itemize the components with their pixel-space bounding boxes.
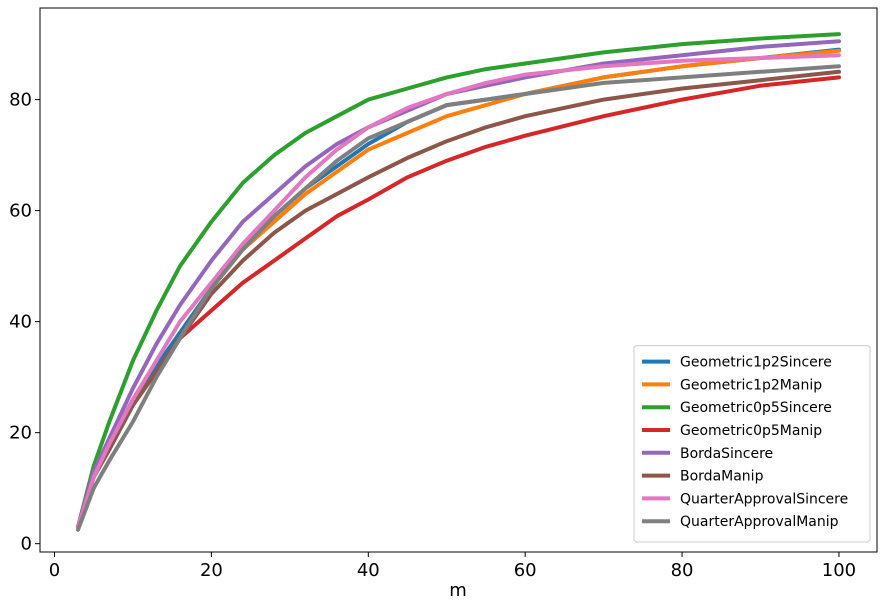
x-tick-label-5: 100 bbox=[822, 560, 856, 581]
y-tick-label-1: 20 bbox=[9, 423, 32, 444]
x-tick-label-4: 80 bbox=[671, 560, 694, 581]
series-line-6 bbox=[76, 53, 841, 529]
x-axis-ticks: 0 20 40 60 80 100 bbox=[49, 552, 856, 581]
plot-frame bbox=[39, 7, 878, 553]
x-tick-label-0: 0 bbox=[49, 560, 60, 581]
legend: Geometric1p2Sincere Geometric1p2Manip Geom… bbox=[633, 345, 871, 543]
series-line-5 bbox=[76, 69, 841, 529]
series-line-7 bbox=[76, 64, 841, 532]
legend-label-6: QuarterApprovalSincere bbox=[680, 491, 848, 507]
legend-label-7: QuarterApprovalManip bbox=[680, 514, 839, 530]
legend-label-2: Geometric0p5Sincere bbox=[680, 400, 832, 416]
y-tick-label-4: 80 bbox=[9, 90, 32, 111]
legend-label-5: BordaManip bbox=[680, 469, 764, 485]
x-tick-label-1: 20 bbox=[200, 560, 223, 581]
legend-label-0: Geometric1p2Sincere bbox=[680, 355, 832, 371]
x-axis-label: m bbox=[449, 580, 467, 601]
x-tick-label-2: 40 bbox=[357, 560, 380, 581]
series-line-2 bbox=[76, 32, 841, 529]
legend-label-3: Geometric0p5Manip bbox=[680, 423, 822, 439]
legend-label-1: Geometric1p2Manip bbox=[680, 377, 822, 393]
x-tick-label-3: 60 bbox=[514, 560, 537, 581]
y-tick-label-0: 0 bbox=[21, 534, 32, 555]
y-tick-label-3: 60 bbox=[9, 201, 32, 222]
legend-box bbox=[633, 345, 871, 543]
y-tick-label-2: 40 bbox=[9, 312, 32, 333]
legend-label-4: BordaSincere bbox=[680, 446, 773, 462]
y-axis-ticks: 0 20 40 60 80 bbox=[9, 90, 40, 555]
series-lines bbox=[76, 32, 841, 532]
